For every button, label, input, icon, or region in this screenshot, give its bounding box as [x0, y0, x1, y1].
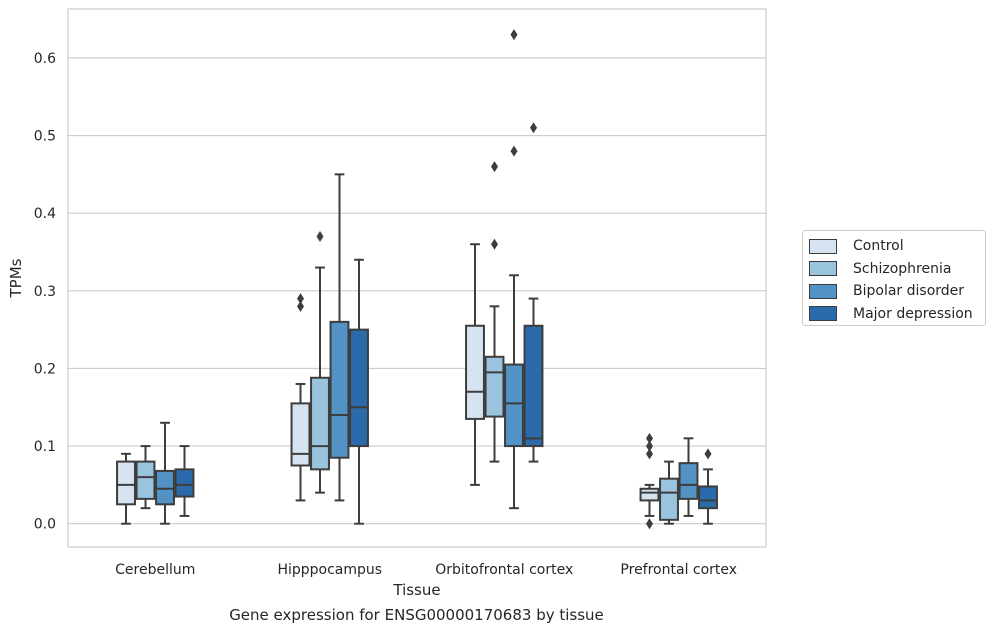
- box-orbitofrontal-cortex-major-depression: [523, 122, 544, 463]
- box-hipppocampus-major-depression: [349, 258, 369, 525]
- y-tick-label: 0.3: [34, 284, 56, 300]
- iqr-box: [290, 402, 311, 467]
- outlier-point: [646, 448, 653, 460]
- legend-label: Major depression: [853, 305, 973, 322]
- plot-area: [68, 9, 766, 547]
- iqr-box: [329, 320, 350, 459]
- x-tick-label-orbitofrontal-cortex: Orbitofrontal cortex: [435, 562, 573, 578]
- iqr-box: [678, 462, 699, 500]
- x-axis-title: Tissue: [392, 581, 440, 599]
- iqr-box: [465, 324, 485, 420]
- iqr-box: [135, 460, 156, 500]
- outlier-point: [491, 238, 498, 250]
- y-tick-label: 0.1: [34, 439, 56, 455]
- y-tick-label: 0.4: [34, 206, 56, 222]
- box-prefrontal-cortex-control: [639, 432, 660, 530]
- box-prefrontal-cortex-bipolar-disorder: [678, 437, 699, 517]
- iqr-box: [504, 363, 524, 448]
- outlier-point: [491, 161, 498, 173]
- outlier-point: [316, 230, 324, 242]
- box-hipppocampus-control: [290, 293, 311, 502]
- box-cerebellum-schizophrenia: [135, 445, 156, 510]
- iqr-box: [349, 328, 369, 448]
- x-tick-label-cerebellum: Cerebellum: [115, 562, 195, 578]
- legend-item-major-depression: Major depression: [809, 303, 985, 326]
- y-tick-labels: 0.0 0.1 0.2 0.3 0.4 0.5 0.6: [34, 51, 56, 533]
- legend-label: Control: [853, 238, 904, 255]
- iqr-box: [155, 469, 175, 506]
- outlier-point: [297, 293, 304, 305]
- y-tick-label: 0.0: [34, 517, 56, 533]
- legend-item-control: Control: [809, 235, 985, 258]
- box-hipppocampus-bipolar-disorder: [329, 173, 350, 502]
- outlier-point: [510, 29, 518, 41]
- plot-frame: [67, 8, 767, 548]
- y-axis-title: TPMs: [7, 258, 25, 298]
- box-prefrontal-cortex-schizophrenia: [659, 460, 679, 525]
- box-cerebellum-major-depression: [174, 445, 195, 517]
- legend-item-schizophrenia: Schizophrenia: [809, 258, 985, 281]
- legend-item-bipolar-disorder: Bipolar disorder: [809, 280, 985, 303]
- box-prefrontal-cortex-major-depression: [698, 448, 718, 525]
- box-orbitofrontal-cortex-control: [465, 243, 485, 486]
- x-tick-label-prefrontal-cortex: Prefrontal cortex: [620, 562, 737, 578]
- y-tick-label: 0.2: [34, 361, 56, 377]
- iqr-box: [310, 376, 330, 471]
- outlier-point: [646, 518, 653, 530]
- x-tick-label-hipppocampus: Hipppocampus: [277, 562, 382, 578]
- box-hipppocampus-schizophrenia: [310, 230, 330, 494]
- iqr-box: [174, 468, 195, 498]
- y-tick-label: 0.6: [34, 51, 56, 67]
- legend-label: Schizophrenia: [853, 260, 952, 277]
- x-tick-labels: Cerebellum Hipppocampus Orbitofrontal cort…: [115, 562, 737, 578]
- box-plots: [116, 29, 718, 530]
- outlier-point: [704, 448, 712, 460]
- iqr-box: [523, 324, 544, 448]
- iqr-box: [116, 460, 136, 506]
- box-cerebellum-bipolar-disorder: [155, 421, 175, 525]
- legend-swatch-control: [809, 238, 837, 254]
- legend-swatch-bipolar-disorder: [809, 283, 837, 299]
- legend-label: Bipolar disorder: [853, 283, 965, 300]
- box-orbitofrontal-cortex-schizophrenia: [484, 161, 505, 463]
- outlier-point: [646, 432, 653, 444]
- legend-swatch-major-depression: [809, 306, 837, 322]
- outlier-point: [530, 122, 537, 134]
- outlier-point: [297, 300, 304, 312]
- iqr-box: [484, 355, 505, 418]
- legend-swatch-schizophrenia: [809, 261, 837, 277]
- iqr-box: [659, 477, 679, 521]
- y-tick-label: 0.5: [34, 129, 56, 145]
- chart-caption: Gene expression for ENSG00000170683 by t…: [229, 606, 604, 624]
- iqr-box: [639, 487, 660, 502]
- outlier-point: [510, 145, 518, 157]
- outlier-point: [646, 440, 653, 452]
- iqr-box: [698, 485, 718, 510]
- box-cerebellum-control: [116, 452, 136, 525]
- box-orbitofrontal-cortex-bipolar-disorder: [504, 29, 524, 510]
- legend: Control Schizophrenia Bipolar disorder M…: [802, 230, 986, 326]
